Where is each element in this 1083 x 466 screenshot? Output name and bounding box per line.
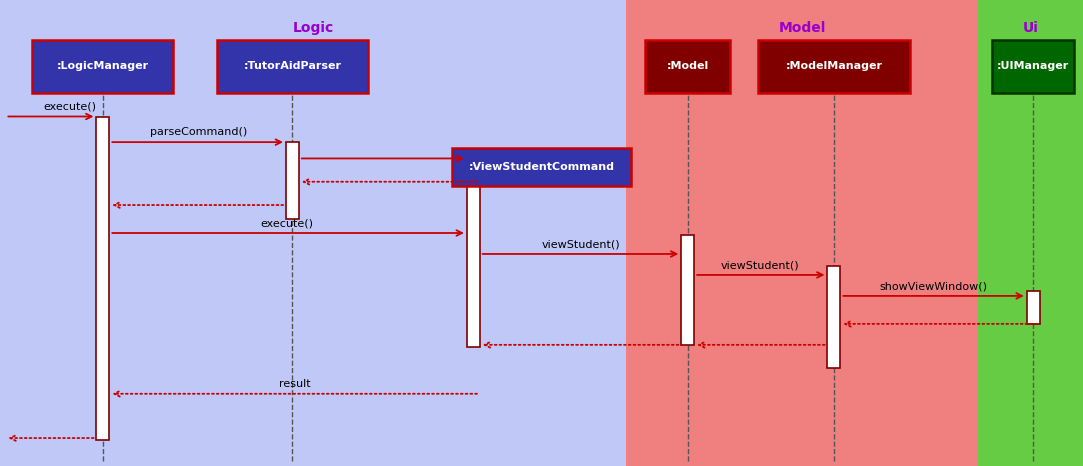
Bar [286,142,299,219]
Bar [758,40,910,93]
Bar [992,40,1074,93]
Text: showViewWindow(): showViewWindow() [879,281,988,291]
Text: :UIManager: :UIManager [997,62,1069,71]
Text: Ui: Ui [1022,21,1039,35]
Bar [217,40,368,93]
Text: execute(): execute() [43,102,96,112]
Text: Model: Model [779,21,825,35]
Bar [453,148,630,186]
Text: :LogicManager: :LogicManager [56,62,149,71]
Bar [681,235,694,345]
Text: viewStudent(): viewStudent() [721,260,799,270]
Text: :ModelManager: :ModelManager [785,62,883,71]
Text: execute(): execute() [261,219,313,228]
Bar [626,0,978,466]
Bar [467,182,480,347]
Text: result: result [278,379,311,389]
Bar [0,0,626,466]
Bar [1027,291,1040,324]
Bar [645,40,730,93]
Text: :TutorAidParser: :TutorAidParser [244,62,341,71]
Bar [827,266,840,368]
Bar [96,116,109,440]
Text: Logic: Logic [292,21,334,35]
Text: :ViewStudentCommand: :ViewStudentCommand [469,162,614,172]
Text: viewStudent(): viewStudent() [542,240,619,249]
Bar [32,40,173,93]
Bar [978,0,1083,466]
Text: parseCommand(): parseCommand() [149,128,247,137]
Text: :Model: :Model [666,62,709,71]
